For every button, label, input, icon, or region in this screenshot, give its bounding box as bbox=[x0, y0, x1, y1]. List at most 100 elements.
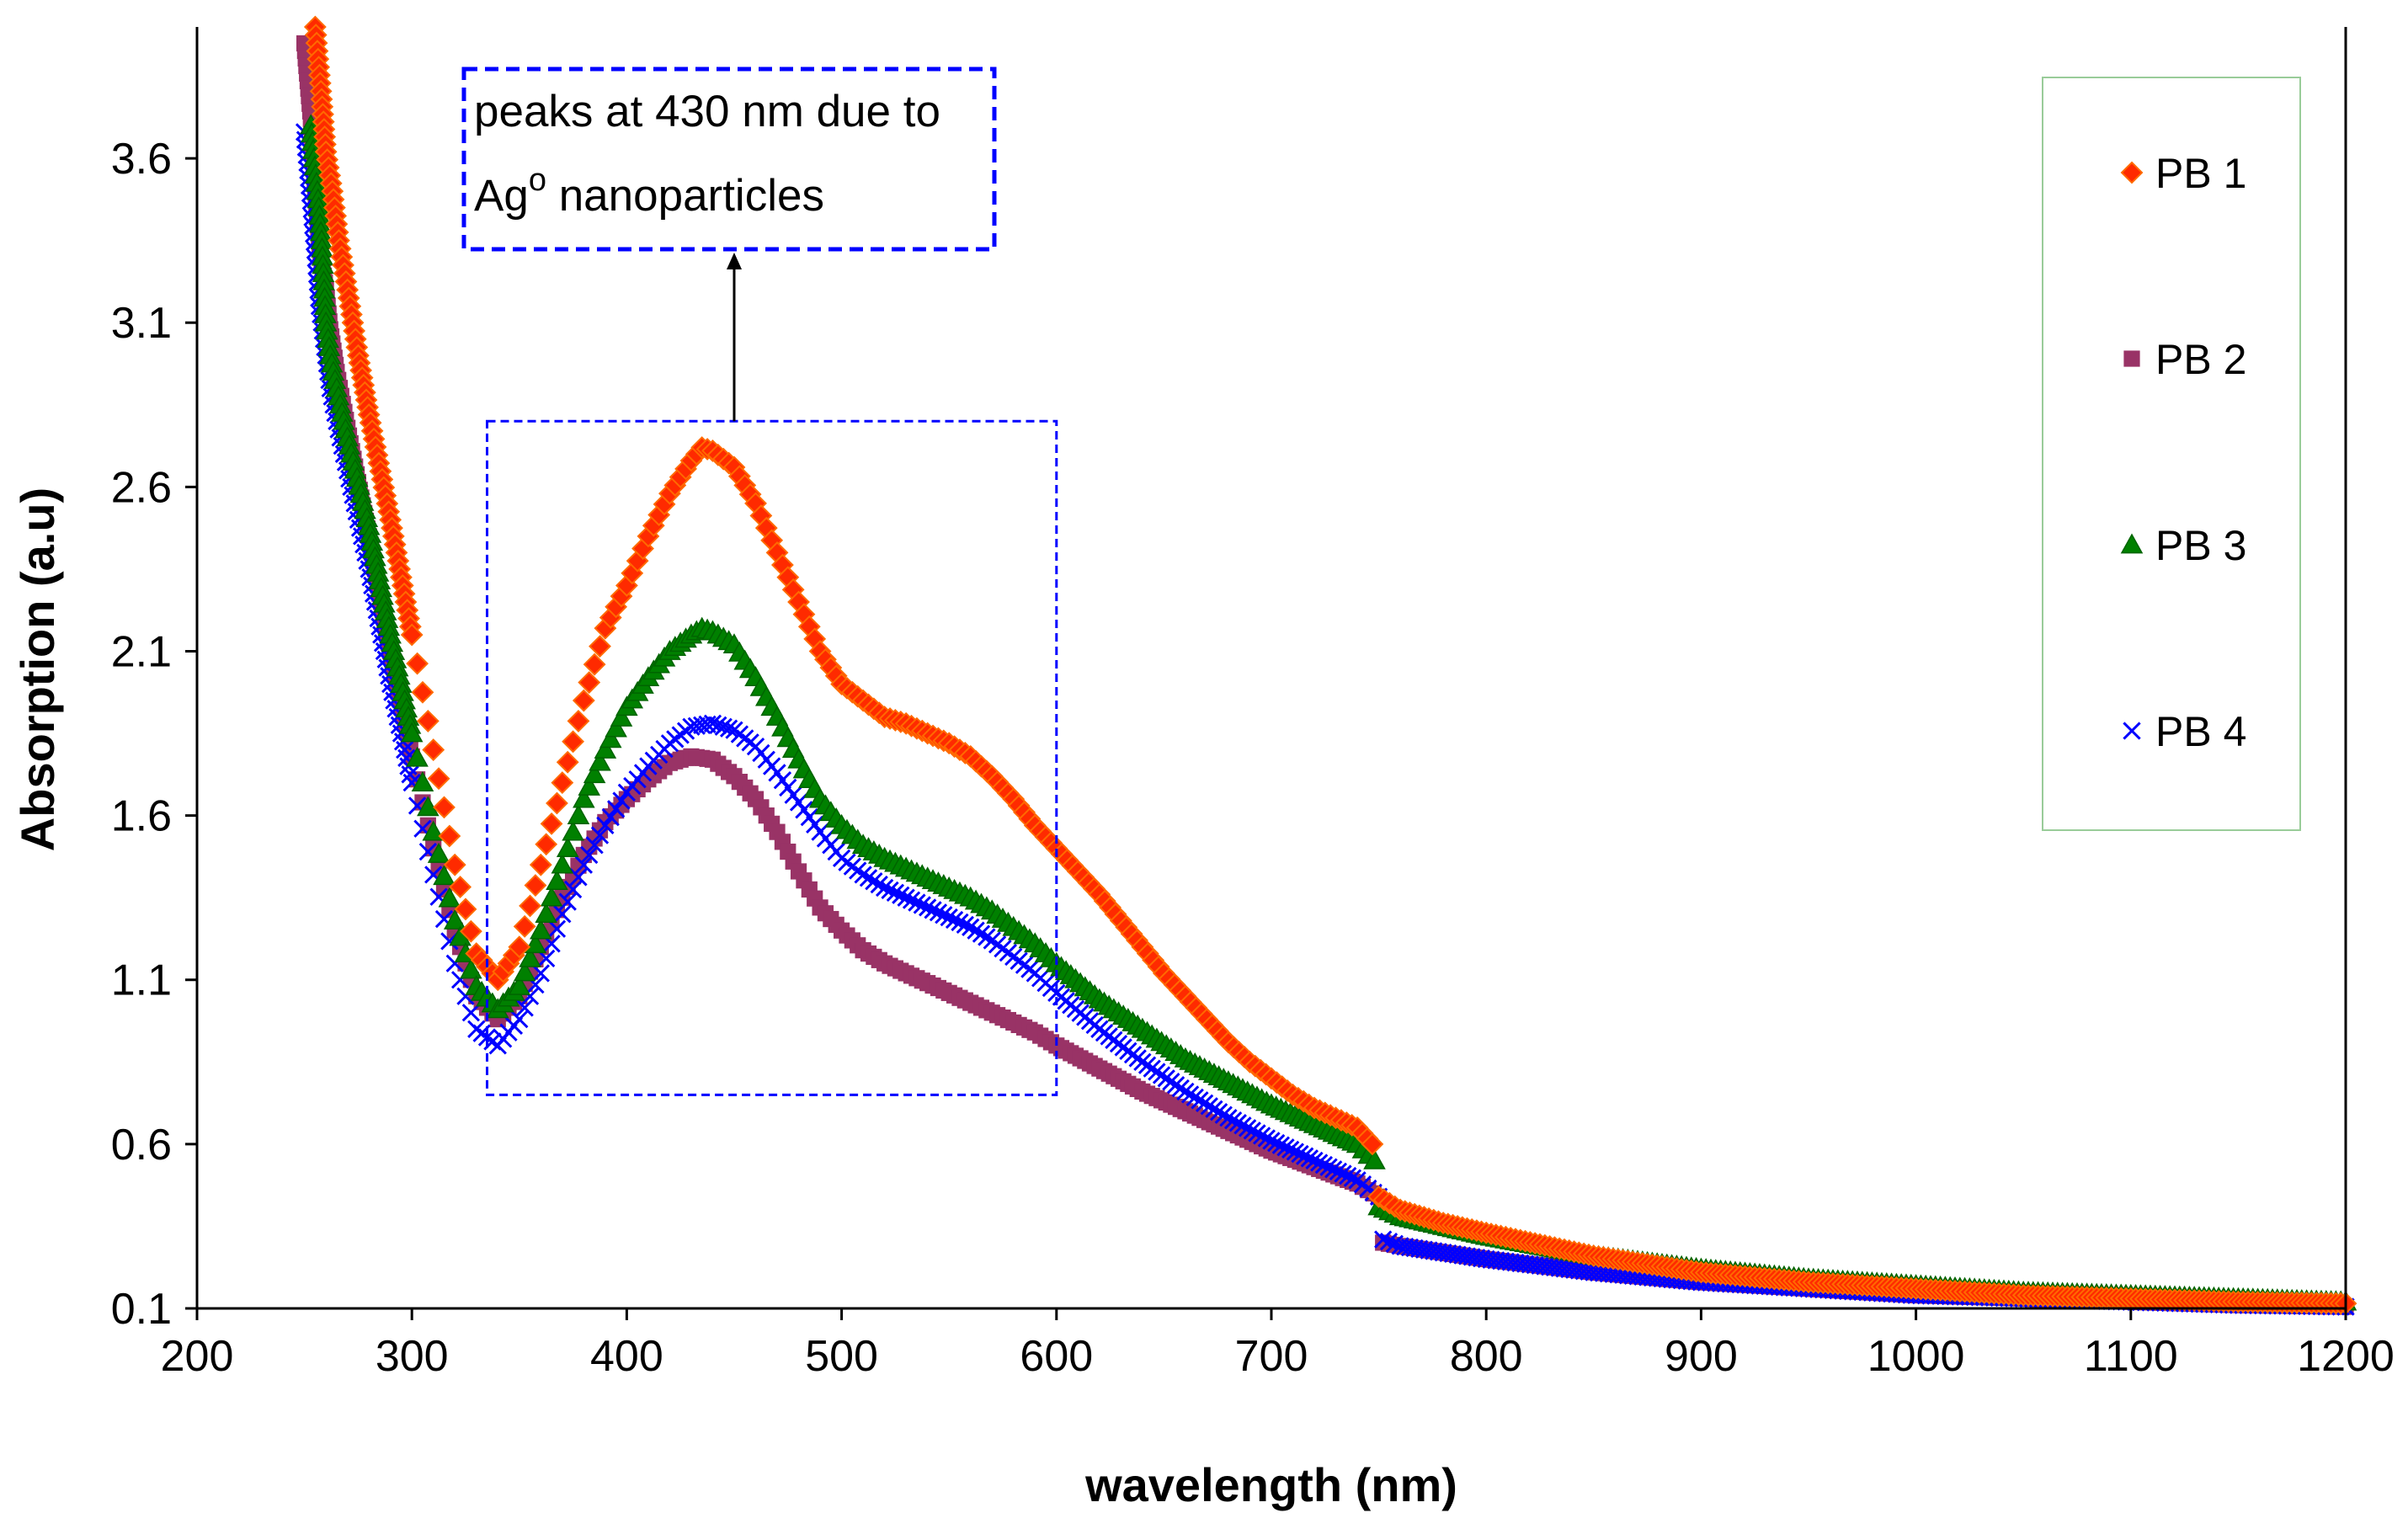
data-point bbox=[919, 898, 937, 917]
data-point bbox=[1343, 1169, 1362, 1187]
data-point bbox=[585, 836, 604, 855]
annotation-rest: nanoparticles bbox=[546, 171, 824, 221]
data-point bbox=[589, 750, 611, 771]
data-point bbox=[535, 903, 557, 924]
legend-label: PB 1 bbox=[2155, 150, 2246, 197]
data-point bbox=[865, 872, 883, 891]
data-point bbox=[433, 865, 455, 886]
data-point bbox=[784, 786, 802, 804]
data-point bbox=[417, 796, 440, 817]
annotation-region-box bbox=[486, 419, 1058, 1096]
data-point bbox=[978, 928, 996, 946]
data-point bbox=[596, 816, 615, 834]
data-point bbox=[703, 714, 722, 733]
data-point bbox=[529, 853, 552, 876]
data-point bbox=[558, 892, 577, 911]
legend-item: PB 1 bbox=[2120, 150, 2246, 197]
data-point bbox=[510, 1010, 529, 1029]
legend-box bbox=[2042, 77, 2301, 831]
data-point bbox=[567, 804, 590, 824]
data-point bbox=[551, 771, 574, 795]
x-tick-label: 600 bbox=[1020, 1332, 1093, 1381]
data-point bbox=[945, 910, 964, 930]
data-point bbox=[540, 886, 563, 907]
annotation-ag: Ag bbox=[474, 171, 529, 221]
data-point bbox=[967, 921, 985, 940]
data-point bbox=[929, 903, 948, 922]
x-tick-label: 1100 bbox=[2084, 1332, 2178, 1381]
data-point bbox=[1248, 1124, 1266, 1143]
data-point bbox=[800, 807, 818, 827]
x-tick-label: 400 bbox=[590, 1332, 663, 1381]
data-point bbox=[530, 919, 552, 940]
data-point bbox=[574, 855, 594, 874]
data-point bbox=[519, 946, 541, 967]
data-point bbox=[427, 767, 450, 791]
data-point bbox=[562, 820, 584, 841]
data-point bbox=[400, 722, 424, 743]
data-point bbox=[951, 913, 969, 932]
data-point bbox=[1276, 1138, 1295, 1157]
legend-label: PB 3 bbox=[2155, 522, 2246, 569]
legend-item: PB 2 bbox=[2123, 336, 2246, 383]
data-point bbox=[422, 820, 445, 841]
data-point bbox=[1361, 1132, 1384, 1156]
data-point bbox=[546, 870, 568, 891]
data-point bbox=[1286, 1143, 1305, 1161]
data-point bbox=[519, 894, 541, 918]
data-point bbox=[454, 898, 477, 921]
data-point bbox=[897, 888, 915, 907]
x-tick-label: 800 bbox=[1450, 1332, 1523, 1381]
data-point bbox=[1339, 1166, 1357, 1185]
data-point bbox=[1257, 1129, 1276, 1148]
chart-ticks: 200 300 400 500 600 700 800 900 1000 1100 1200 0.1 0… bbox=[111, 135, 2395, 1381]
data-point bbox=[1180, 1085, 1200, 1104]
data-point bbox=[433, 796, 455, 819]
legend-item: PB 4 bbox=[2123, 708, 2246, 755]
data-point bbox=[1228, 1114, 1247, 1132]
data-point bbox=[583, 763, 606, 784]
y-tick-label: 1.6 bbox=[111, 792, 172, 841]
y-tick-label: 3.6 bbox=[111, 135, 172, 184]
data-point bbox=[589, 635, 611, 658]
data-point bbox=[1374, 1230, 1393, 1249]
data-point bbox=[411, 680, 434, 704]
data-point bbox=[513, 961, 536, 982]
data-point bbox=[1243, 1121, 1261, 1140]
data-point bbox=[1334, 1164, 1352, 1183]
x-tick-label: 1000 bbox=[1867, 1332, 1965, 1381]
data-point bbox=[553, 905, 572, 924]
x-tick-label: 500 bbox=[805, 1332, 878, 1381]
x-tick-label: 700 bbox=[1235, 1332, 1308, 1381]
data-point bbox=[605, 717, 627, 738]
data-point bbox=[1195, 1094, 1214, 1112]
y-tick-label: 0.1 bbox=[111, 1285, 172, 1334]
data-point bbox=[599, 727, 622, 749]
annotation-line-1: peaks at 430 nm due to bbox=[474, 87, 940, 136]
data-point bbox=[1310, 1153, 1329, 1172]
data-point bbox=[551, 853, 574, 874]
data-point bbox=[422, 738, 445, 761]
x-tick-label: 300 bbox=[376, 1332, 449, 1381]
data-point bbox=[438, 887, 461, 908]
data-point bbox=[535, 833, 558, 856]
data-point bbox=[1363, 1148, 1386, 1169]
y-tick-label: 2.1 bbox=[111, 627, 172, 676]
data-point bbox=[547, 919, 567, 938]
data-point bbox=[563, 880, 583, 899]
legend-marker-diamond bbox=[2120, 161, 2144, 184]
data-point bbox=[416, 710, 440, 733]
y-tick-label: 2.6 bbox=[111, 463, 172, 512]
data-point bbox=[515, 999, 534, 1017]
data-point bbox=[513, 914, 536, 938]
data-point bbox=[1300, 1149, 1319, 1168]
data-point bbox=[459, 919, 482, 943]
data-point bbox=[789, 793, 808, 812]
data-point bbox=[768, 764, 786, 782]
data-point bbox=[1176, 1082, 1195, 1101]
data-point bbox=[1191, 1091, 1209, 1110]
data-point bbox=[886, 883, 905, 902]
data-point bbox=[411, 771, 434, 791]
data-point bbox=[438, 824, 461, 848]
data-point bbox=[1223, 1111, 1243, 1130]
